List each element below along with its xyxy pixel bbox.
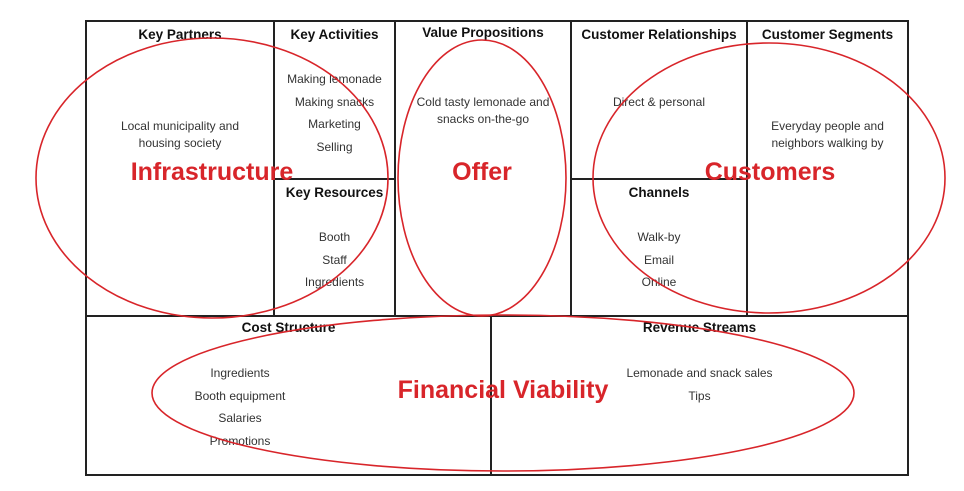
list-item: Staff xyxy=(322,252,347,267)
list-item: snacks on-the-go xyxy=(436,112,530,126)
list-item: Promotions xyxy=(209,433,271,448)
block-key-activities: Key Activities Making lemonade Making sn… xyxy=(275,22,394,178)
block-items: Direct & personal xyxy=(572,91,746,114)
list-item: Everyday people and xyxy=(771,119,884,133)
canvas-border-top xyxy=(85,20,909,22)
list-item: Selling xyxy=(316,139,353,154)
list-item: Walk-by xyxy=(637,230,681,244)
block-items: Booth Staff Ingredients xyxy=(275,226,394,294)
list-item: Local municipality and xyxy=(120,119,240,133)
list-item: Ingredients xyxy=(210,366,270,380)
list-item: Booth xyxy=(318,230,351,244)
block-title: Cost Structure xyxy=(241,320,336,335)
overlay-label-offer: Offer xyxy=(452,158,512,186)
list-item: Cold tasty lemonade and xyxy=(416,95,550,109)
divider-v-value-relationships xyxy=(570,20,572,317)
block-items: Cold tasty lemonade and snacks on-the-go xyxy=(396,94,570,128)
block-title: Key Partners xyxy=(138,27,222,42)
block-title: Customer Relationships xyxy=(581,27,737,42)
block-items: Local municipality and housing society xyxy=(87,118,273,152)
overlay-label-customers: Customers xyxy=(704,158,836,186)
block-customer-relationships: Customer Relationships Direct & personal xyxy=(572,22,746,178)
overlay-label-infrastructure: Infrastructure xyxy=(130,158,294,186)
block-title: Key Resources xyxy=(285,185,384,200)
block-title: Channels xyxy=(628,185,690,200)
list-item: Direct & personal xyxy=(612,95,706,109)
block-title: Customer Segments xyxy=(761,27,894,42)
block-items: Everyday people and neighbors walking by xyxy=(748,118,907,152)
list-item: Marketing xyxy=(308,117,361,131)
block-channels: Channels Walk-by Email Online xyxy=(572,180,746,315)
list-item: neighbors walking by xyxy=(771,136,884,150)
list-item: Making snacks xyxy=(294,94,375,109)
list-item: Email xyxy=(643,252,674,267)
block-title: Revenue Streams xyxy=(642,320,757,335)
block-items: Walk-by Email Online xyxy=(572,226,746,294)
list-item: Online xyxy=(641,275,677,289)
block-title: Value Propositions xyxy=(422,25,544,40)
list-item: Ingredients xyxy=(304,275,365,289)
block-key-resources: Key Resources Booth Staff Ingredients xyxy=(275,180,394,315)
block-items: Making lemonade Making snacks Marketing … xyxy=(275,68,394,158)
list-item: Salaries xyxy=(218,411,262,425)
list-item: Making lemonade xyxy=(287,72,382,86)
list-item: housing society xyxy=(138,136,222,150)
list-item: Booth equipment xyxy=(194,388,286,403)
canvas-border-right xyxy=(907,20,909,476)
canvas-border-bottom xyxy=(85,474,909,476)
block-items: Ingredients Booth equipment Salaries Pro… xyxy=(167,362,313,452)
overlay-label-financial-viability: Financial Viability xyxy=(397,376,609,404)
divider-v-activities-value xyxy=(394,20,396,317)
block-title: Key Activities xyxy=(290,27,379,42)
